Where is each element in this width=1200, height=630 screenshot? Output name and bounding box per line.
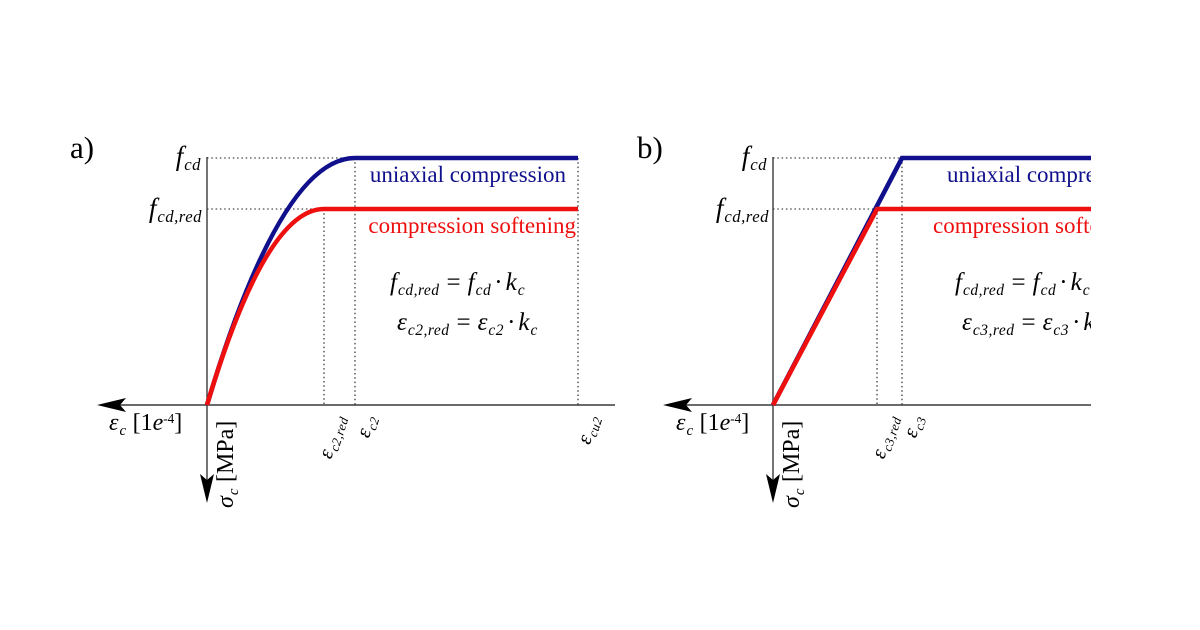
x-axis-label-b: εc [1e-4]: [676, 410, 750, 439]
equation-fcd-red-b: fcd,red = fcd · kc: [955, 269, 1091, 299]
equation-fcd-red-a: fcd,red = fcd · kc: [390, 269, 526, 299]
panel-b-graphics: [663, 155, 1091, 503]
equation-eps-c3-red-b: εc3,red=εc3·kc: [962, 309, 1091, 339]
softening-curve-a: [204, 206, 578, 406]
y-axis-arrow-a: [200, 474, 214, 503]
panel-a-tag: a): [70, 130, 95, 165]
panel-b-tag: b): [637, 130, 663, 165]
x-axis-label-a: εc [1e-4]: [109, 410, 183, 439]
x-axis-arrow-a: [97, 398, 126, 412]
uniaxial-curve-label-b: uniaxial compression: [947, 162, 1091, 187]
y-axis-label-b: σc [MPa]: [779, 420, 808, 508]
panel-b-text-region: b) fcd fcd,red uniaxial compression comp…: [630, 0, 1091, 630]
y-axis-arrow-b: [766, 474, 780, 503]
y-axis-label-a: σc [MPa]: [213, 420, 242, 508]
x-axis-arrow-b: [663, 398, 692, 412]
softening-curve-b: [770, 206, 1091, 407]
softening-curve-label-b: compression softening: [933, 213, 1091, 238]
panel-a-graphics: [97, 155, 615, 503]
equation-eps-c2-red-a: εc2,red = εc2 · kc: [397, 309, 538, 339]
